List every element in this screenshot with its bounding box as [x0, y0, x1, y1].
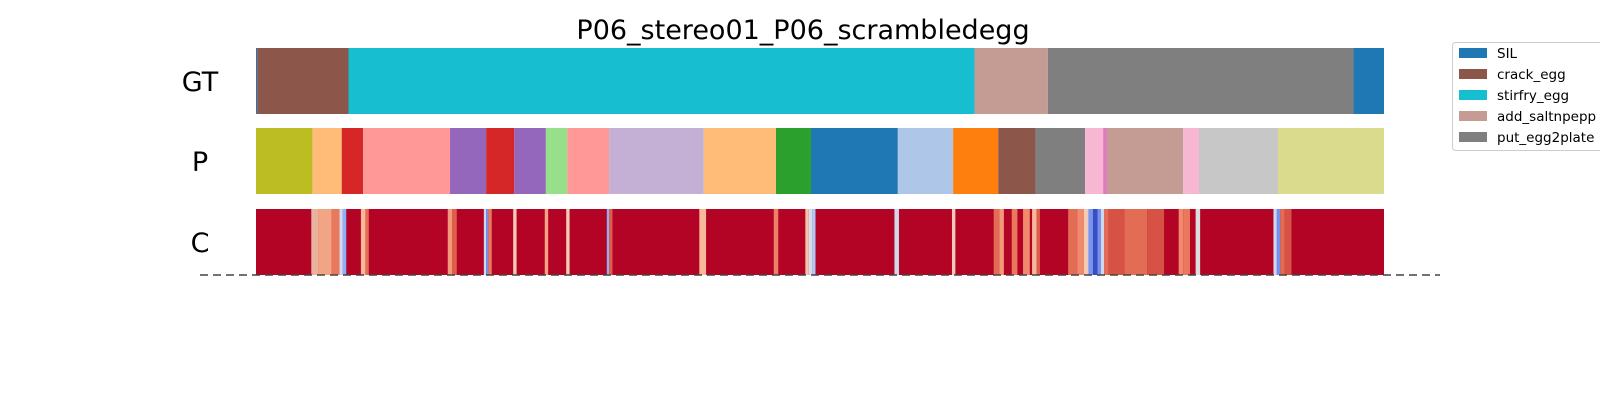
confidence-band — [1088, 209, 1093, 275]
confidence-band — [566, 209, 569, 275]
confidence-band — [332, 209, 340, 275]
segment-bar — [1199, 128, 1278, 194]
segment-bar — [257, 48, 348, 114]
segment-bar — [776, 128, 811, 194]
segment-bar — [514, 128, 546, 194]
confidence-band — [1273, 209, 1276, 275]
legend-swatch — [1459, 132, 1487, 142]
confidence-band — [452, 209, 457, 275]
confidence-band — [361, 209, 366, 275]
confidence-band — [343, 209, 346, 275]
legend-label: crack_egg — [1497, 67, 1566, 83]
confidence-band — [365, 209, 368, 275]
segment-bar — [363, 128, 450, 194]
confidence-band — [952, 209, 955, 275]
confidence-band — [488, 209, 491, 275]
confidence-band — [1104, 209, 1109, 275]
confidence-band — [1032, 209, 1037, 275]
confidence-band — [1280, 209, 1285, 275]
confidence-band — [339, 209, 342, 275]
confidence-band — [1147, 209, 1164, 275]
segment-bar — [1354, 48, 1384, 114]
confidence-band — [1012, 209, 1018, 275]
confidence-band — [318, 209, 332, 275]
confidence-band — [894, 209, 899, 275]
confidence-band — [994, 209, 1000, 275]
row-label: C — [191, 228, 210, 259]
legend-label: stirfry_egg — [1497, 88, 1569, 104]
confidence-band — [1125, 209, 1148, 275]
legend-swatch — [1459, 69, 1487, 79]
confidence-band — [1277, 209, 1280, 275]
segment-bar — [1107, 128, 1184, 194]
confidence-band — [812, 209, 815, 275]
confidence-base — [256, 209, 1384, 275]
legend-swatch — [1459, 90, 1487, 100]
segment-bar — [811, 128, 898, 194]
segment-bar — [1085, 128, 1103, 194]
segment-bar — [546, 128, 567, 194]
confidence-band — [805, 209, 808, 275]
segment-bar — [312, 128, 341, 194]
segment-bar — [1048, 48, 1354, 114]
confidence-band — [1037, 209, 1040, 275]
segment-bar — [342, 128, 363, 194]
confidence-band — [1285, 209, 1292, 275]
segment-bar — [1103, 128, 1106, 194]
legend-label: SIL — [1497, 46, 1518, 62]
timeline-rows: GT P C — [182, 48, 1384, 275]
legend-label: add_saltnpepp — [1497, 109, 1596, 125]
segment-bar — [256, 48, 257, 114]
confidence-band — [1101, 209, 1104, 275]
confidence-band — [1183, 209, 1190, 275]
segment-bar — [898, 128, 953, 194]
segment-bar — [998, 128, 1035, 194]
confidence-band — [609, 209, 612, 275]
confidence-band — [1077, 209, 1084, 275]
confidence-band — [484, 209, 486, 275]
row-c: C — [191, 209, 1384, 275]
confidence-band — [486, 209, 488, 275]
chart-title: P06_stereo01_P06_scrambledegg — [576, 15, 1029, 46]
confidence-band — [607, 209, 609, 275]
confidence-band — [1097, 209, 1100, 275]
segment-bar — [450, 128, 486, 194]
segment-bar — [1035, 128, 1085, 194]
confidence-band — [809, 209, 812, 275]
confidence-band — [1093, 209, 1098, 275]
confidence-band — [513, 209, 516, 275]
row-gt: GT — [182, 48, 1384, 114]
segment-bar — [953, 128, 998, 194]
segment-bar — [609, 128, 704, 194]
row-label: GT — [182, 67, 219, 98]
segment-bar — [567, 128, 609, 194]
confidence-band — [1179, 209, 1184, 275]
confidence-band — [311, 209, 318, 275]
row-p: P — [192, 128, 1384, 194]
confidence-band — [1068, 209, 1077, 275]
confidence-band — [1109, 209, 1125, 275]
segment-bar — [975, 48, 1048, 114]
confidence-band — [1084, 209, 1089, 275]
segment-bar — [704, 128, 776, 194]
legend-swatch — [1459, 48, 1487, 58]
segment-bar — [256, 128, 312, 194]
legend-swatch — [1459, 111, 1487, 121]
confidence-band — [448, 209, 453, 275]
legend: SIL crack_egg stirfry_egg add_saltnpepp put_… — [1453, 43, 1600, 151]
confidence-band — [545, 209, 548, 275]
confidence-band — [774, 209, 779, 275]
legend-label: put_egg2plate — [1497, 130, 1594, 146]
segment-bar — [1183, 128, 1199, 194]
segment-bar — [348, 48, 974, 114]
confidence-band — [699, 209, 706, 275]
row-label: P — [192, 147, 208, 178]
segment-bar — [486, 128, 514, 194]
confidence-band — [1196, 209, 1201, 275]
confidence-band — [1023, 209, 1030, 275]
segment-bar — [1278, 128, 1384, 194]
confidence-band — [999, 209, 1004, 275]
